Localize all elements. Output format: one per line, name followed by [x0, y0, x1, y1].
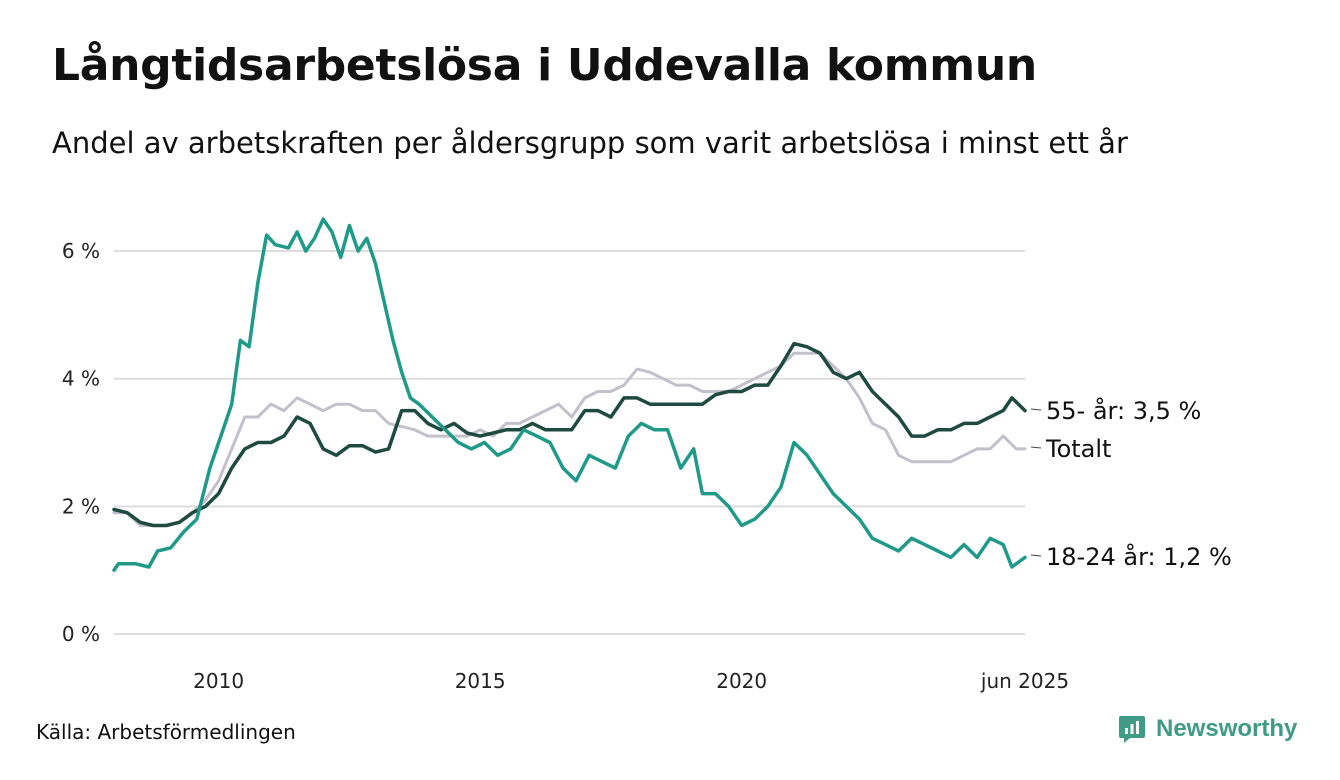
chart-title: Långtidsarbetslösa i Uddevalla kommun — [52, 40, 1037, 91]
y-axis: 0 % 2 % 4 % 6 % — [62, 239, 100, 646]
series-label-total: Totalt — [1045, 435, 1111, 463]
series-label-youth: 18-24 år: 1,2 % — [1046, 542, 1232, 571]
series-line-senior — [112, 341, 1027, 528]
x-tick-label: 2020 — [716, 669, 767, 693]
newsworthy-logo-icon — [1119, 716, 1145, 743]
source-note: Källa: Arbetsförmedlingen — [36, 720, 296, 744]
series-lines — [112, 217, 1027, 572]
brand-name: Newsworthy — [1156, 715, 1298, 742]
x-axis: 2010 2015 2020 jun 2025 — [193, 669, 1069, 693]
label-tick-senior — [1030, 408, 1042, 411]
grid-lines — [114, 250, 1025, 635]
series-line-youth — [112, 217, 1027, 572]
label-tick-total — [1030, 446, 1042, 449]
x-tick-label: 2015 — [455, 669, 506, 693]
series-end-labels: Totalt 55- år: 3,5 % 18-24 år: 1,2 % — [1030, 396, 1232, 571]
y-tick-label: 6 % — [62, 239, 100, 263]
y-tick-label: 4 % — [62, 367, 100, 391]
series-line-total — [112, 351, 1027, 527]
newsworthy-logo: Newsworthy — [1118, 714, 1297, 744]
x-tick-label: jun 2025 — [980, 669, 1069, 693]
x-tick-label: 2010 — [193, 669, 244, 693]
y-tick-label: 0 % — [62, 622, 100, 646]
series-label-senior: 55- år: 3,5 % — [1046, 396, 1201, 425]
chart-subtitle: Andel av arbetskraften per åldersgrupp s… — [52, 126, 1128, 160]
label-tick-youth — [1030, 554, 1042, 557]
y-tick-label: 2 % — [62, 494, 100, 518]
